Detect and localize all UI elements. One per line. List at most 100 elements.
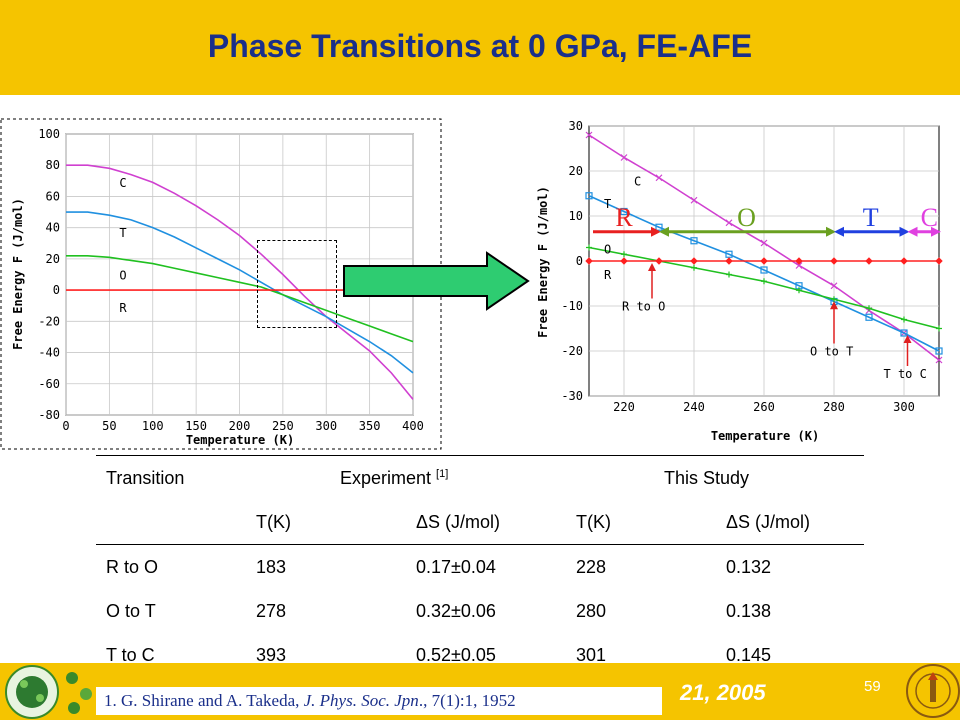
header-study-t: T(K) (576, 511, 611, 532)
series-line-O (66, 254, 414, 343)
transition-table-grid: Transition Experiment [1] This Study T(K… (96, 455, 864, 677)
point-C (760, 239, 768, 247)
series-line-C (66, 164, 414, 400)
y-tick-label: -10 (561, 299, 583, 313)
x-tick-label: 220 (613, 400, 635, 414)
point-R (795, 257, 803, 265)
y-tick-label: -20 (561, 344, 583, 358)
phase-band-label-T: T (863, 203, 879, 232)
point-T (935, 347, 943, 355)
row-study-ds: 0.138 (726, 600, 772, 621)
right-chart-series: C T O R (585, 131, 943, 364)
transition-arrowhead (830, 301, 838, 310)
point-O (691, 264, 697, 271)
phase-band-arrowtail-T (834, 226, 844, 237)
phase-band-arrowhead-C (931, 226, 941, 237)
y-tick-label: 100 (38, 127, 60, 141)
row-study-ds: 0.132 (726, 556, 772, 577)
row-study-t: 280 (576, 600, 607, 621)
row-exp-t: 393 (256, 644, 287, 665)
table-row: T to C 393 0.52±0.05 301 0.145 (96, 633, 864, 677)
y-tick-label: -30 (561, 389, 583, 403)
y-tick-label: -40 (38, 346, 60, 360)
y-tick-label: 10 (569, 209, 583, 223)
series-label-C: C (634, 175, 641, 189)
phase-band-label-C: C (921, 203, 938, 232)
reference-citation: 1. G. Shirane and A. Takeda, J. Phys. So… (96, 687, 662, 715)
row-exp-ds: 0.32±0.06 (416, 600, 496, 621)
header-experiment-label: Experiment (340, 467, 437, 488)
reference-journal: J. Phys. Soc. Jpn (303, 691, 419, 710)
y-tick-label: 20 (46, 252, 60, 266)
x-tick-label: 200 (229, 419, 251, 433)
slide-title: Phase Transitions at 0 GPa, FE-AFE (207, 28, 753, 64)
point-O (621, 251, 627, 258)
row-study-t: 301 (576, 644, 607, 665)
table-row: O to T 278 0.32±0.06 280 0.138 (96, 589, 864, 633)
x-tick-label: 250 (272, 419, 294, 433)
zoom-arrow (343, 251, 530, 311)
y-tick-label: 80 (46, 158, 60, 172)
transition-arrowhead (648, 263, 656, 271)
point-R (865, 257, 873, 265)
right-chart-ylabel: Free Energy F (J/mol) (536, 186, 550, 338)
point-O (936, 325, 942, 332)
point-C (830, 282, 838, 290)
y-tick-label: 40 (46, 221, 60, 235)
row-exp-t: 183 (256, 556, 287, 577)
phase-band-arrowtail-C (907, 226, 918, 237)
point-R (725, 257, 733, 265)
point-C (725, 219, 733, 227)
footer-date-text: 21, 2005 (680, 680, 766, 705)
y-tick-label: 20 (569, 164, 583, 178)
phase-band-label-R: R (615, 203, 633, 232)
x-tick-label: 100 (142, 419, 164, 433)
x-tick-label: 0 (62, 419, 69, 433)
point-T (725, 250, 733, 258)
x-tick-label: 400 (402, 419, 424, 433)
series-label-R: R (604, 268, 612, 282)
row-exp-ds: 0.52±0.05 (416, 644, 496, 665)
point-C (585, 131, 593, 139)
header-experiment-ref: [1] (436, 467, 449, 480)
row-study-ds: 0.145 (726, 644, 772, 665)
point-C (795, 262, 803, 269)
page-number: 59 (864, 678, 881, 695)
point-O (796, 287, 802, 294)
y-tick-label: -80 (38, 408, 60, 422)
reference-authors: 1. G. Shirane and A. Takeda, (104, 691, 304, 710)
table-header-row-2: T(K) ΔS (J/mol) T(K) ΔS (J/mol) (96, 500, 864, 545)
point-R (585, 257, 593, 265)
zoom-arrow-shape (343, 251, 530, 311)
y-tick-label: -20 (38, 314, 60, 328)
y-tick-label: 30 (569, 119, 583, 133)
table-header-row-1: Transition Experiment [1] This Study (96, 455, 864, 501)
series-label-C: C (119, 176, 126, 190)
x-tick-label: 350 (359, 419, 381, 433)
x-tick-label: 300 (893, 400, 915, 414)
phase-band-arrowhead-O (826, 226, 836, 237)
phase-band-arrowhead-R (651, 226, 661, 237)
transition-arrowhead (903, 335, 912, 343)
row-transition: R to O (106, 556, 159, 577)
header-study-ds: ΔS (J/mol) (726, 511, 811, 532)
left-chart-dashed-border (0, 118, 442, 450)
left-chart-ticks: 0 50 100 150 200 250 300 350 400 -80 -60 -40 -20 0 20 4… (38, 127, 424, 433)
point-T (585, 192, 593, 200)
x-tick-label: 240 (683, 400, 705, 414)
y-tick-label: 60 (46, 189, 60, 203)
row-exp-ds: 0.17±0.04 (416, 556, 496, 577)
table-row: R to O 183 0.17±0.04 228 0.132 (96, 545, 864, 590)
header-this-study-label: This Study (664, 467, 750, 488)
series-line-T (588, 195, 940, 352)
transition-table: Transition Experiment [1] This Study T(K… (96, 455, 866, 677)
point-C (690, 196, 698, 204)
right-chart-xlabel: Temperature (K) (711, 429, 819, 443)
phase-band-label-O: O (737, 203, 756, 232)
point-R (830, 257, 838, 265)
right-chart-ticks: 220 240 260 280 300 -30 -20 -10 0 10 20 30 (561, 119, 915, 414)
row-transition: T to C (106, 644, 155, 665)
reference-details: ., 7(1):1, 1952 (418, 691, 516, 710)
x-tick-label: 280 (823, 400, 845, 414)
msc-logo-icon (5, 665, 59, 719)
